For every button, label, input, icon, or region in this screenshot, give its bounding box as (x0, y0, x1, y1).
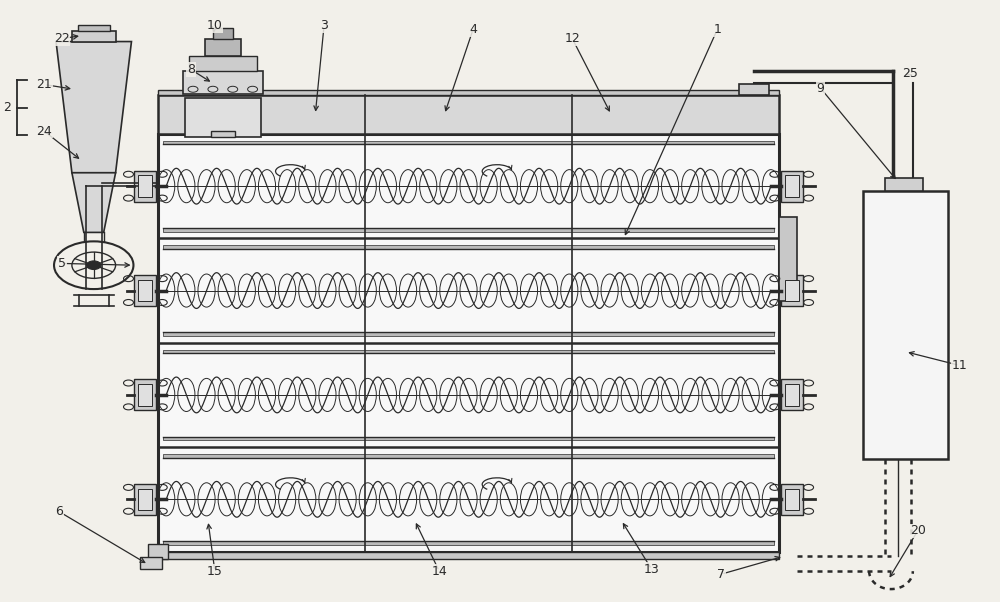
Text: 10: 10 (207, 19, 223, 32)
Bar (781, 275, 803, 306)
Bar (213, 28, 233, 39)
Bar (183, 72, 263, 94)
Bar (158, 551, 779, 559)
Bar (189, 57, 257, 72)
Bar (163, 436, 774, 440)
Text: 12: 12 (564, 32, 580, 45)
Bar (138, 489, 152, 510)
Bar (134, 275, 156, 306)
Text: 8: 8 (187, 63, 195, 76)
Bar (205, 39, 241, 57)
Text: 20: 20 (910, 524, 926, 537)
Bar (138, 280, 152, 301)
Bar (148, 544, 168, 559)
Text: 11: 11 (952, 359, 967, 372)
Bar (863, 191, 948, 459)
Bar (158, 95, 779, 134)
Bar (163, 332, 774, 336)
Bar (781, 379, 803, 411)
Bar (138, 175, 152, 197)
Text: 7: 7 (717, 568, 725, 581)
Bar (185, 98, 261, 137)
Bar (785, 384, 799, 406)
Bar (785, 280, 799, 301)
Bar (163, 454, 774, 458)
Text: 15: 15 (207, 565, 223, 578)
Bar (779, 217, 797, 301)
Bar (140, 557, 162, 569)
Bar (163, 245, 774, 249)
Text: 5: 5 (58, 257, 66, 270)
Bar (885, 178, 923, 191)
Text: 2: 2 (3, 101, 11, 114)
Circle shape (87, 261, 101, 270)
Bar (138, 384, 152, 406)
Bar (134, 379, 156, 411)
Polygon shape (72, 173, 116, 232)
Bar (739, 84, 769, 95)
Bar (78, 25, 110, 31)
Text: 25: 25 (902, 67, 918, 79)
Bar (211, 131, 235, 137)
Bar (134, 484, 156, 515)
Bar (72, 31, 116, 42)
Bar (781, 484, 803, 515)
Bar (163, 228, 774, 232)
Text: 22: 22 (54, 32, 70, 45)
Bar (163, 141, 774, 144)
Text: 9: 9 (817, 81, 824, 95)
Bar (781, 171, 803, 202)
Bar (158, 90, 779, 95)
Text: 4: 4 (469, 23, 477, 36)
Bar (158, 134, 779, 551)
Text: 13: 13 (644, 563, 660, 576)
Bar (163, 350, 774, 353)
Text: 21: 21 (36, 78, 52, 91)
Text: 6: 6 (55, 505, 63, 518)
Bar (785, 175, 799, 197)
Bar (134, 171, 156, 202)
Text: 24: 24 (36, 125, 52, 137)
Bar (163, 541, 774, 545)
Text: 3: 3 (320, 19, 328, 32)
Bar (785, 489, 799, 510)
Text: 1: 1 (713, 23, 721, 36)
Polygon shape (56, 42, 131, 173)
Text: 14: 14 (431, 565, 447, 578)
